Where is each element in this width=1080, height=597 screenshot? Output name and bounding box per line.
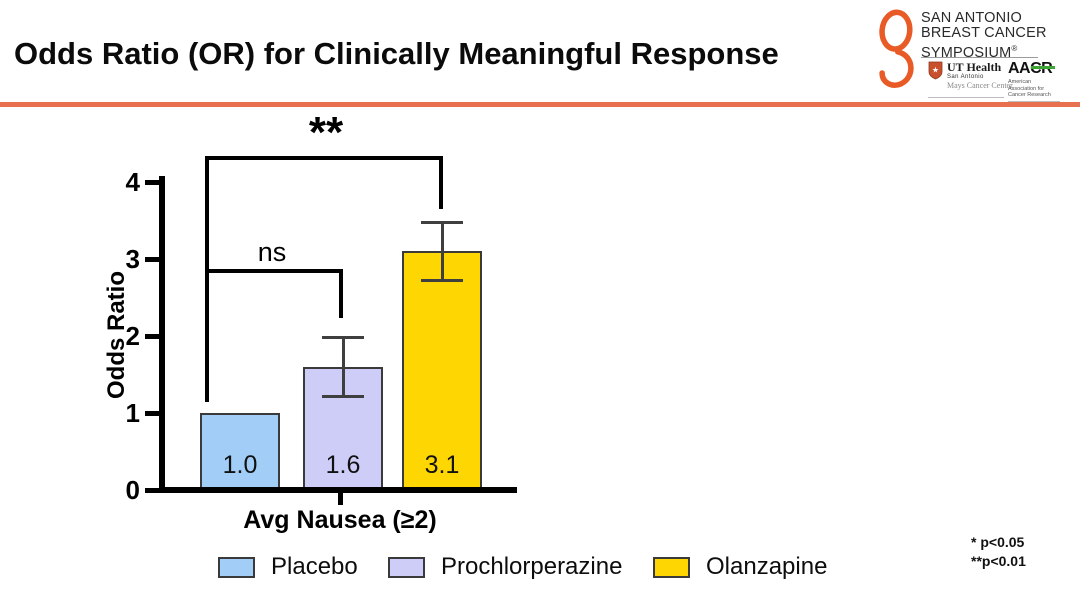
p-note-1: * p<0.05 <box>971 534 1025 550</box>
bracket-olanzapine-horizontal <box>205 156 443 160</box>
legend-label-prochlorperazine: Prochlorperazine <box>441 553 623 580</box>
y-tick-label-2: 2 <box>125 321 140 351</box>
y-tick-label-3: 3 <box>125 244 140 274</box>
y-tick-2 <box>145 334 159 339</box>
bar-value-prochlorperazine: 1.6 <box>325 451 361 479</box>
bar-value-olanzapine: 3.1 <box>424 451 460 479</box>
p-note-2: **p<0.01 <box>971 553 1026 569</box>
bracket-prochlorperazine-horizontal <box>205 269 343 273</box>
aacr-logo: AACR American Association for Cancer Res… <box>1008 60 1068 102</box>
bar-value-placebo: 1.0 <box>222 451 258 479</box>
aacr-text: AACR <box>1008 60 1053 77</box>
ut-health-logo: ★ UT Health San Antonio Mays Cancer Cent… <box>928 61 1013 91</box>
ut-health-name: UT Health <box>947 60 1002 74</box>
sabcs-line-3: SYMPOSIUM® <box>921 41 1047 61</box>
x-axis-tick <box>338 493 343 505</box>
error-cap-bottom <box>322 394 364 398</box>
y-tick-0 <box>145 488 159 493</box>
legend-label-placebo: Placebo <box>271 553 358 580</box>
error-line <box>341 336 345 398</box>
legend-item-placebo: Placebo <box>218 555 358 579</box>
error-bar-prochlorperazine <box>322 336 364 398</box>
legend-item-prochlorperazine: Prochlorperazine <box>388 555 622 579</box>
ut-health-city: San Antonio <box>947 74 984 80</box>
slide-title: Odds Ratio (OR) for Clinically Meaningfu… <box>14 36 779 71</box>
sabcs-line-2: BREAST CANCER <box>921 25 1047 41</box>
y-tick-label-4: 4 <box>125 167 140 197</box>
sabcs-ribbon-icon <box>872 6 918 99</box>
registered-mark: ® <box>1011 44 1018 53</box>
ut-underline <box>928 97 1004 98</box>
aacr-green-bar <box>1031 66 1056 69</box>
error-bar-olanzapine <box>421 220 463 283</box>
error-line <box>440 220 444 283</box>
aacr-name: AACR <box>1008 60 1056 77</box>
sabcs-logo-text: SAN ANTONIO BREAST CANCER SYMPOSIUM® <box>921 11 1047 61</box>
y-tick-4 <box>145 180 159 185</box>
legend-swatch-placebo <box>218 556 255 578</box>
bracket-olanzapine-right-arm <box>439 156 443 209</box>
legend-swatch-olanzapine <box>653 556 690 578</box>
legend-label-olanzapine: Olanzapine <box>706 553 828 580</box>
legend-swatch-prochlorperazine <box>388 556 425 578</box>
y-tick-label-0: 0 <box>125 475 140 505</box>
y-tick-1 <box>145 411 159 416</box>
bracket-prochlorperazine-right-arm <box>339 269 343 318</box>
ut-shield-icon: ★ <box>928 61 943 85</box>
significance-key: * p<0.05 **p<0.01 <box>971 533 1026 571</box>
y-tick-3 <box>145 257 159 262</box>
x-axis-label: Avg Nausea (≥2) <box>243 506 437 534</box>
y-axis <box>159 176 165 493</box>
legend-item-olanzapine: Olanzapine <box>653 555 827 579</box>
bracket-left-arm <box>205 156 209 402</box>
y-tick-label-1: 1 <box>125 398 140 428</box>
significance-label-olanzapine: ** <box>308 108 344 157</box>
significance-label-prochlorperazine: ns <box>257 237 287 267</box>
title-divider <box>0 102 1080 107</box>
mays-cancer-center: Mays Cancer Center <box>947 81 1013 90</box>
x-axis <box>159 487 517 493</box>
svg-text:★: ★ <box>932 66 939 75</box>
aacr-subtitle: American Association for Cancer Research <box>1008 79 1060 102</box>
sabcs-line-1: SAN ANTONIO <box>921 10 1023 26</box>
logo-rule <box>921 57 1038 58</box>
error-cap-bottom <box>421 279 463 283</box>
sabcs-symposium-text: SYMPOSIUM <box>921 44 1012 61</box>
